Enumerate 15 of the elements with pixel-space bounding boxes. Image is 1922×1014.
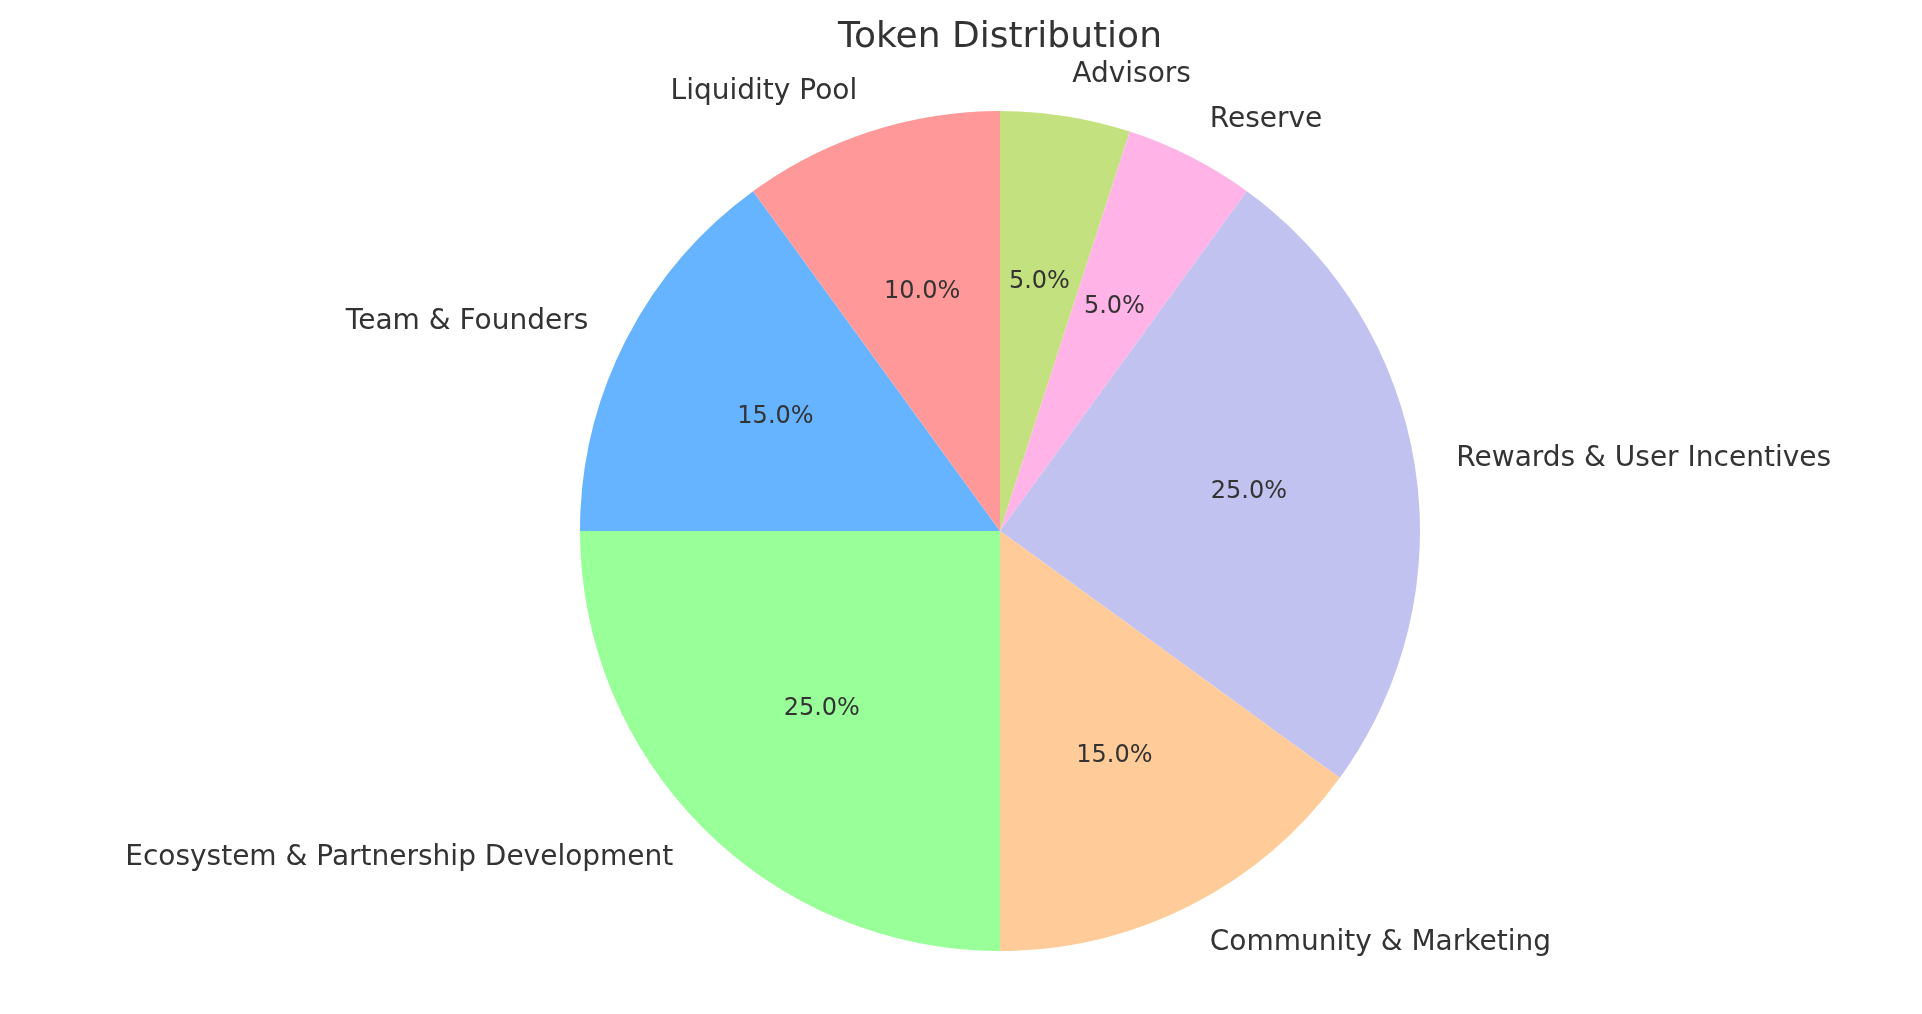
slice-label: Liquidity Pool — [670, 72, 858, 106]
data-label: 5.0% — [1008, 266, 1070, 295]
slice-label: Reserve — [1209, 100, 1323, 134]
slice-label: Team & Founders — [344, 302, 589, 336]
data-label: 25.0% — [783, 693, 860, 722]
slice-label: Advisors — [1072, 55, 1191, 89]
data-label: 10.0% — [884, 275, 961, 304]
slice-label: Rewards & User Incentives — [1456, 440, 1832, 474]
slice-label: Ecosystem & Partnership Development — [125, 838, 674, 872]
data-label: 15.0% — [737, 400, 814, 429]
data-label: 25.0% — [1210, 475, 1288, 504]
data-label: 5.0% — [1083, 290, 1145, 319]
chart-title: Token Distribution — [837, 14, 1163, 55]
data-label: 15.0% — [1076, 739, 1153, 768]
slice-label: Community & Marketing — [1209, 923, 1551, 957]
